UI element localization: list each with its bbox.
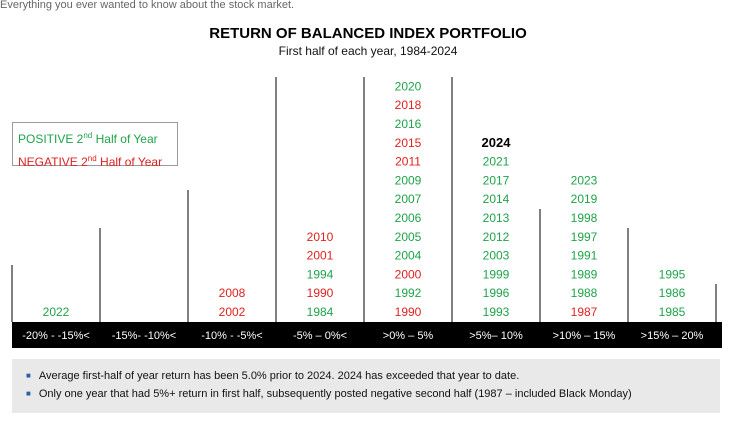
axis-bar: [12, 322, 722, 348]
year-label: 2018: [395, 98, 422, 112]
x-tick-label: >10% – 15%: [553, 330, 616, 342]
year-label: 2011: [395, 155, 421, 169]
year-label: 2008: [219, 286, 246, 300]
year-label: 1995: [659, 267, 686, 281]
year-label: 2001: [307, 249, 334, 263]
year-label: 1984: [307, 305, 334, 319]
year-label: 2021: [483, 155, 510, 169]
year-label: 2006: [395, 211, 422, 225]
x-tick-label: -10% - -5%<: [201, 330, 262, 342]
legend: POSITIVE 2nd Half of Year NEGATIVE 2nd H…: [12, 122, 178, 169]
year-label: 1989: [571, 267, 598, 281]
year-label: 2013: [483, 211, 510, 225]
bullet-icon: ■: [26, 389, 31, 398]
year-label: 1990: [307, 286, 334, 300]
year-label: 2004: [395, 249, 422, 263]
top-caption: Everything you ever wanted to know about…: [0, 0, 295, 11]
year-label: 1985: [659, 305, 686, 319]
year-label: 1994: [307, 267, 334, 281]
year-label: 2015: [395, 136, 422, 150]
legend-negative: NEGATIVE 2nd Half of Year: [18, 154, 163, 169]
year-label: 1997: [571, 230, 598, 244]
legend-positive: POSITIVE 2nd Half of Year: [18, 131, 158, 146]
year-label: 1996: [483, 286, 510, 300]
x-tick-label: >15% – 20%: [641, 330, 704, 342]
chart-plot: -20% - -15%< -15%- -10%< -10% - -5%< -5% – …: [11, 77, 717, 342]
x-tick-label: >5%– 10%: [469, 330, 523, 342]
year-label: 1998: [571, 211, 598, 225]
chart-title: RETURN OF BALANCED INDEX PORTFOLIO: [209, 25, 527, 42]
note-item: ■ Average first-half of year return has b…: [26, 370, 520, 382]
year-label-current: 2024: [482, 135, 512, 150]
year-label: 2023: [571, 173, 598, 187]
year-label: 1999: [483, 267, 510, 281]
x-tick-label: -15%- -10%<: [112, 330, 177, 342]
year-label: 1991: [571, 249, 598, 263]
year-label: 2017: [483, 173, 510, 187]
year-label: 1988: [571, 286, 598, 300]
year-label: 2019: [571, 192, 598, 206]
x-tick-label: -5% – 0%<: [293, 330, 347, 342]
year-label: 2020: [395, 79, 422, 93]
note-item: ■ Only one year that had 5%+ return in fi…: [26, 388, 632, 400]
bullet-icon: ■: [26, 371, 31, 380]
year-label: 1986: [659, 286, 686, 300]
year-label: 2010: [307, 230, 334, 244]
year-label: 1992: [395, 286, 422, 300]
year-label: 2000: [395, 267, 422, 281]
year-label: 2012: [483, 230, 510, 244]
year-label: 2016: [395, 117, 422, 131]
chart-subtitle: First half of each year, 1984-2024: [278, 44, 458, 58]
year-label: 1987: [571, 305, 598, 319]
year-label: 1993: [483, 305, 510, 319]
year-label: 2014: [483, 192, 510, 206]
year-label: 2005: [395, 230, 422, 244]
year-label: 2009: [395, 173, 422, 187]
year-label: 1990: [395, 305, 422, 319]
year-label: 2007: [395, 192, 422, 206]
year-label: 2002: [219, 305, 246, 319]
year-label: 2003: [483, 249, 510, 263]
x-tick-label: >0% – 5%: [383, 330, 434, 342]
x-tick-label: -20% - -15%<: [22, 330, 90, 342]
notes-panel: ■ Average first-half of year return has b…: [12, 359, 720, 413]
year-label: 2022: [43, 305, 70, 319]
